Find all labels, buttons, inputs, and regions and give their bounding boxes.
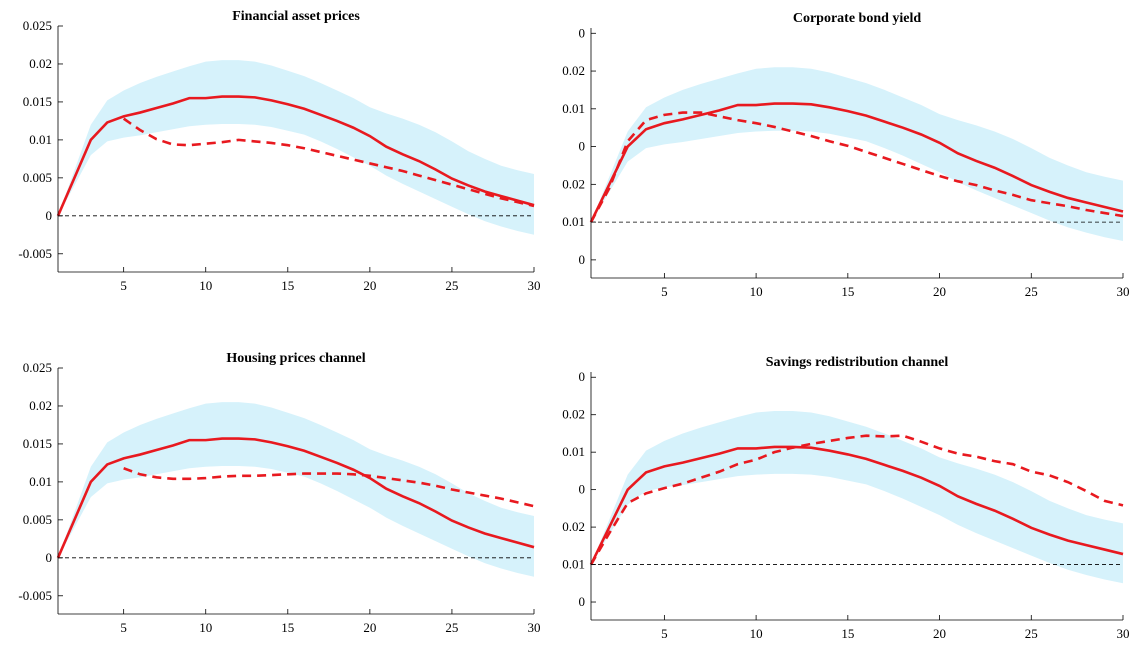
line-series [56,95,535,217]
y-tick-label: 0.02 [562,407,585,422]
x-tick-label: 15 [281,620,294,635]
y-tick-label: 0.01 [562,444,585,459]
x-tick-label: 5 [120,620,127,635]
x-tick-label: 15 [841,626,854,641]
chart-title: Financial asset prices [232,9,360,24]
x-tick-label: 20 [363,620,376,635]
x-tick-label: 20 [363,278,376,293]
x-tick-label: 10 [199,620,212,635]
x-tick-label: 10 [750,284,763,299]
y-tick-label: 0.01 [562,101,585,116]
confidence-band [591,67,1123,241]
x-tick-label: 25 [445,278,458,293]
y-tick-label: 0.02 [562,63,585,78]
x-tick-label: 25 [1025,626,1038,641]
y-tick-label: 0 [46,550,53,565]
y-tick-label: 0.02 [562,519,585,534]
y-tick-label: 0.005 [23,512,52,527]
x-tick-label: 5 [661,626,668,641]
line-series [589,434,1124,566]
y-tick-label: 0.015 [23,94,52,109]
line-series [123,467,535,508]
y-tick-label: -0.005 [18,588,52,603]
y-tick-label: 0.005 [23,170,52,185]
x-tick-label: 5 [120,278,127,293]
y-tick-label: 0.02 [29,56,52,71]
x-tick-label: 20 [933,284,946,299]
x-tick-label: 10 [750,626,763,641]
y-tick-label: 0 [579,139,586,154]
chart-title: Housing prices channel [226,351,365,366]
confidence-band [58,60,534,235]
confidence-band [591,410,1123,584]
line-series [589,445,1124,566]
confidence-band [58,402,534,577]
x-tick-label: 20 [933,626,946,641]
panel: 0 0.01 0.02 0 0.01 0.02 0 5 10 15 20 25 30 Corporate … [562,11,1129,299]
y-tick-label: 0 [579,369,586,384]
x-tick-label: 30 [528,278,541,293]
chart-title: Savings redistribution channel [766,355,949,370]
panel: 0 0.01 0.02 0 0.01 0.02 0 5 10 15 20 25 30 Savings re… [562,355,1129,641]
line-series [589,111,1124,223]
chart-title: Corporate bond yield [793,11,922,26]
line-series [122,117,535,208]
panel: -0.005 0 0.005 0.01 0.015 0.02 0.025 5 10 15 20 25 3… [18,9,540,293]
x-tick-label: 10 [199,278,212,293]
x-tick-label: 30 [1117,626,1130,641]
y-tick-label: 0.01 [29,132,52,147]
y-tick-label: 0 [579,25,586,40]
y-tick-label: 0 [46,208,53,223]
y-tick-label: 0.01 [562,214,585,229]
y-tick-label: 0.025 [23,360,52,375]
x-tick-label: 30 [528,620,541,635]
y-tick-label: 0 [579,482,586,497]
x-tick-label: 5 [661,284,668,299]
y-tick-label: -0.005 [18,246,52,261]
x-tick-label: 25 [445,620,458,635]
y-tick-label: 0 [579,252,586,267]
x-tick-label: 15 [841,284,854,299]
panel: -0.005 0 0.005 0.01 0.015 0.02 0.025 5 10 15 20 25 3… [18,351,540,635]
x-tick-label: 30 [1117,284,1130,299]
y-tick-label: 0 [579,594,586,609]
y-tick-label: 0.01 [562,557,585,572]
y-tick-label: 0.02 [562,176,585,191]
x-tick-label: 15 [281,278,294,293]
y-tick-label: 0.015 [23,436,52,451]
line-series [589,102,1124,223]
line-series [56,437,535,559]
x-tick-label: 25 [1025,284,1038,299]
y-tick-label: 0.02 [29,398,52,413]
y-tick-label: 0.025 [23,18,52,33]
y-tick-label: 0.01 [29,474,52,489]
